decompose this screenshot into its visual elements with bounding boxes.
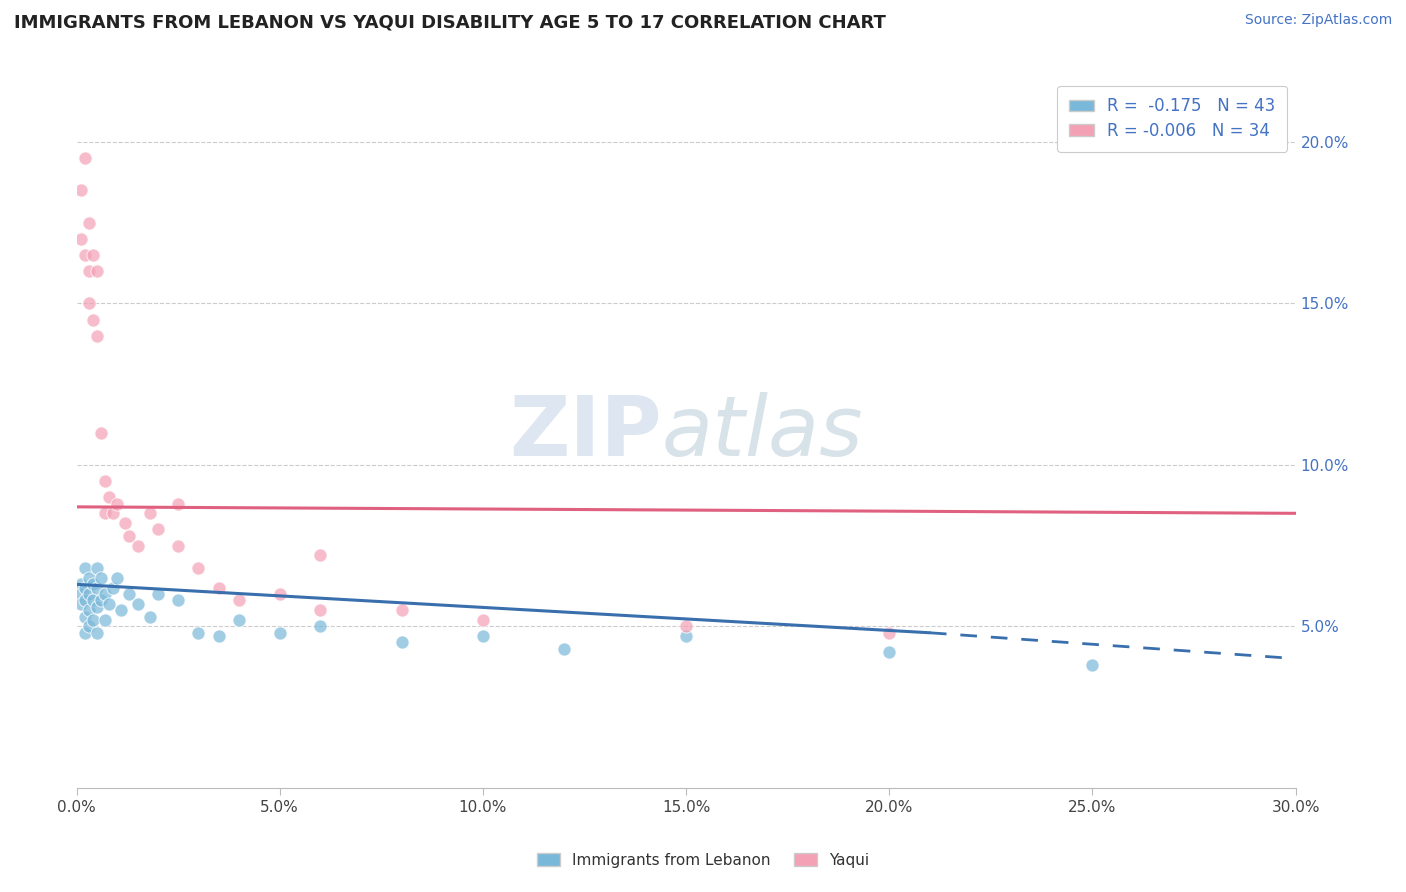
Point: [228, 593, 250, 607]
Legend: Immigrants from Lebanon, Yaqui: Immigrants from Lebanon, Yaqui: [530, 845, 876, 875]
Point: [73, 625, 96, 640]
Point: [94, 613, 117, 627]
Point: [77, 264, 100, 278]
Point: [69, 587, 91, 601]
Point: [675, 629, 697, 643]
Point: [94, 506, 117, 520]
Point: [269, 587, 291, 601]
Point: [86, 561, 108, 575]
Point: [127, 597, 149, 611]
Point: [167, 539, 190, 553]
Point: [146, 523, 169, 537]
Point: [187, 625, 209, 640]
Text: Source: ZipAtlas.com: Source: ZipAtlas.com: [1244, 13, 1392, 28]
Point: [73, 248, 96, 262]
Point: [73, 609, 96, 624]
Point: [90, 425, 112, 440]
Point: [187, 561, 209, 575]
Point: [73, 593, 96, 607]
Point: [73, 581, 96, 595]
Point: [471, 629, 494, 643]
Point: [82, 613, 104, 627]
Point: [82, 577, 104, 591]
Point: [675, 619, 697, 633]
Point: [167, 593, 190, 607]
Point: [82, 593, 104, 607]
Point: [86, 625, 108, 640]
Point: [69, 577, 91, 591]
Point: [309, 603, 332, 617]
Point: [553, 641, 575, 656]
Point: [309, 619, 332, 633]
Point: [127, 539, 149, 553]
Point: [1081, 658, 1104, 673]
Point: [146, 587, 169, 601]
Point: [208, 581, 231, 595]
Point: [77, 587, 100, 601]
Text: ZIP: ZIP: [509, 392, 662, 473]
Point: [228, 613, 250, 627]
Point: [309, 549, 332, 563]
Point: [82, 248, 104, 262]
Point: [77, 603, 100, 617]
Point: [877, 645, 900, 659]
Point: [98, 490, 121, 504]
Point: [77, 216, 100, 230]
Point: [73, 151, 96, 165]
Point: [86, 581, 108, 595]
Text: atlas: atlas: [662, 392, 863, 473]
Point: [105, 571, 128, 585]
Point: [105, 497, 128, 511]
Point: [471, 613, 494, 627]
Point: [101, 506, 124, 520]
Point: [114, 516, 136, 530]
Point: [101, 581, 124, 595]
Point: [90, 571, 112, 585]
Point: [110, 603, 132, 617]
Legend: R =  -0.175   N = 43, R = -0.006   N = 34: R = -0.175 N = 43, R = -0.006 N = 34: [1057, 86, 1288, 152]
Point: [391, 603, 413, 617]
Point: [118, 529, 141, 543]
Point: [69, 184, 91, 198]
Point: [167, 497, 190, 511]
Point: [86, 599, 108, 614]
Point: [94, 587, 117, 601]
Point: [90, 593, 112, 607]
Point: [77, 619, 100, 633]
Point: [86, 328, 108, 343]
Point: [69, 232, 91, 246]
Point: [77, 571, 100, 585]
Point: [269, 625, 291, 640]
Point: [86, 264, 108, 278]
Point: [73, 561, 96, 575]
Point: [94, 474, 117, 488]
Point: [391, 635, 413, 649]
Point: [82, 312, 104, 326]
Text: IMMIGRANTS FROM LEBANON VS YAQUI DISABILITY AGE 5 TO 17 CORRELATION CHART: IMMIGRANTS FROM LEBANON VS YAQUI DISABIL…: [14, 13, 886, 31]
Point: [77, 296, 100, 310]
Point: [138, 506, 160, 520]
Point: [138, 609, 160, 624]
Point: [98, 597, 121, 611]
Point: [208, 629, 231, 643]
Point: [69, 597, 91, 611]
Point: [118, 587, 141, 601]
Point: [877, 625, 900, 640]
